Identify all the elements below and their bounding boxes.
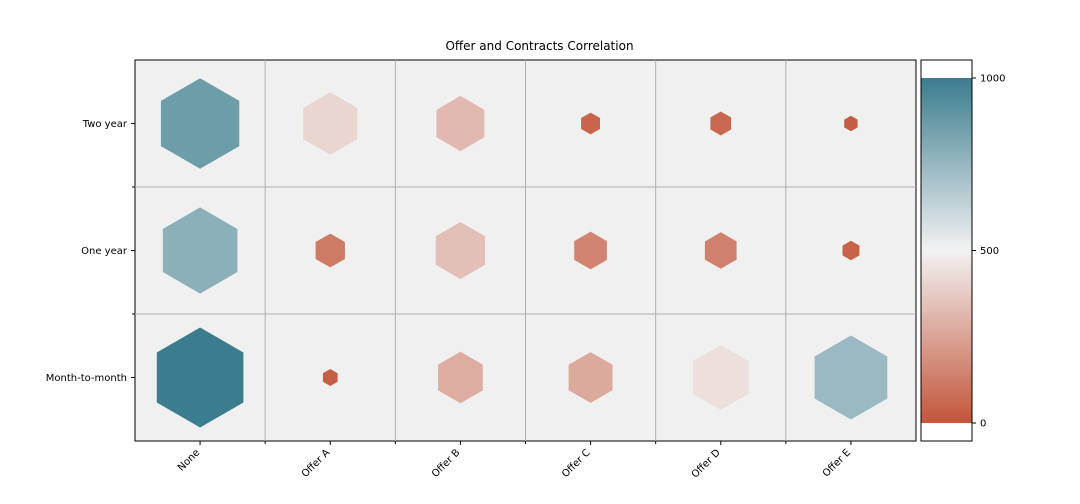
hexagon-marker	[315, 233, 345, 268]
colorbar-tick-label: 0	[980, 419, 986, 430]
y-tick-label: Month-to-month	[46, 373, 127, 384]
x-tick-label: Offer E	[821, 447, 853, 479]
hexagon-marker	[322, 369, 338, 386]
chart-title: Offer and Contracts Correlation	[445, 39, 633, 53]
hexagon-marker	[438, 351, 483, 404]
hexagon-marker	[303, 92, 358, 155]
hexagon-marker	[710, 111, 732, 136]
grid-lines	[135, 60, 916, 441]
colorbar: 0 500 1000	[920, 59, 1005, 442]
hexagon-marker	[842, 240, 860, 261]
colorbar-tick-label: 1000	[980, 74, 1005, 85]
hexagon-marker	[156, 327, 244, 428]
hexagon-marker	[162, 207, 238, 294]
x-tick-label: Offer C	[560, 447, 593, 480]
hexagon-marker	[844, 115, 858, 132]
hexagon-marker	[581, 112, 600, 135]
x-axis-ticks: None Offer A Offer B Offer C Offer D Offer E	[176, 441, 853, 481]
x-tick-label: Offer B	[430, 447, 463, 480]
hexagon-marker	[574, 231, 607, 270]
y-tick-label: Two year	[82, 119, 128, 130]
x-tick-label: Offer D	[690, 447, 723, 480]
hexagon-marker	[704, 232, 737, 269]
colorbar-tick-label: 500	[980, 246, 999, 257]
hexagon-marker	[436, 95, 485, 152]
hexagon-marker	[568, 352, 613, 403]
hexagon-marker	[435, 222, 486, 279]
x-tick-label: None	[176, 447, 202, 473]
y-tick-label: One year	[81, 246, 128, 257]
colorbar-gradient	[921, 78, 972, 423]
hexagon-marker	[814, 335, 888, 420]
hexagon-marker	[160, 78, 240, 169]
hexagon-marker	[692, 345, 749, 410]
colorbar-ticks: 0 500 1000	[972, 74, 1005, 430]
y-axis-ticks: Two year One year Month-to-month	[46, 119, 135, 384]
x-tick-label: Offer A	[300, 447, 333, 480]
hexagon-markers	[156, 78, 888, 428]
